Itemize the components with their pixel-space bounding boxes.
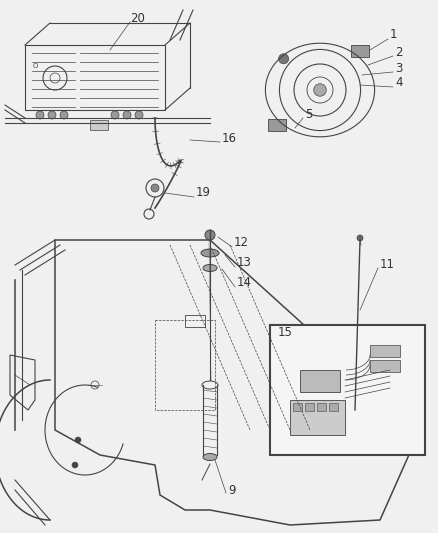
- Bar: [90, 120, 108, 130]
- Bar: [290, 400, 345, 435]
- Bar: [270, 325, 425, 455]
- Bar: [300, 370, 340, 392]
- Text: 14: 14: [237, 277, 252, 289]
- Bar: [370, 360, 400, 372]
- Text: 15: 15: [278, 327, 293, 340]
- Ellipse shape: [203, 264, 217, 271]
- Circle shape: [72, 462, 78, 468]
- Text: 16: 16: [222, 132, 237, 144]
- Ellipse shape: [201, 249, 219, 257]
- Circle shape: [75, 437, 81, 443]
- Text: 1: 1: [390, 28, 398, 42]
- Bar: [25, 45, 165, 110]
- Circle shape: [314, 84, 326, 96]
- Circle shape: [279, 54, 289, 64]
- Bar: [370, 345, 400, 357]
- Circle shape: [135, 111, 143, 119]
- Ellipse shape: [203, 454, 217, 461]
- Circle shape: [357, 235, 363, 241]
- Bar: [155, 320, 215, 410]
- Text: 9: 9: [228, 483, 236, 497]
- Circle shape: [205, 230, 215, 240]
- Text: 4: 4: [395, 77, 403, 90]
- Text: 13: 13: [237, 256, 252, 270]
- Text: 20: 20: [130, 12, 145, 25]
- Text: O: O: [32, 63, 38, 69]
- Circle shape: [36, 111, 44, 119]
- Circle shape: [151, 184, 159, 192]
- Bar: [329, 403, 338, 411]
- Bar: [317, 403, 326, 411]
- Circle shape: [48, 111, 56, 119]
- Ellipse shape: [350, 409, 360, 415]
- Text: 11: 11: [380, 259, 395, 271]
- Bar: [351, 45, 369, 57]
- Circle shape: [123, 111, 131, 119]
- Text: 2: 2: [395, 45, 403, 59]
- Text: 3: 3: [395, 61, 403, 75]
- Bar: [305, 403, 314, 411]
- Bar: [185, 315, 205, 327]
- Bar: [268, 119, 286, 131]
- Text: 12: 12: [234, 237, 249, 249]
- Circle shape: [111, 111, 119, 119]
- Circle shape: [60, 111, 68, 119]
- Text: 19: 19: [196, 187, 211, 199]
- Text: 5: 5: [305, 109, 312, 122]
- Bar: [293, 403, 302, 411]
